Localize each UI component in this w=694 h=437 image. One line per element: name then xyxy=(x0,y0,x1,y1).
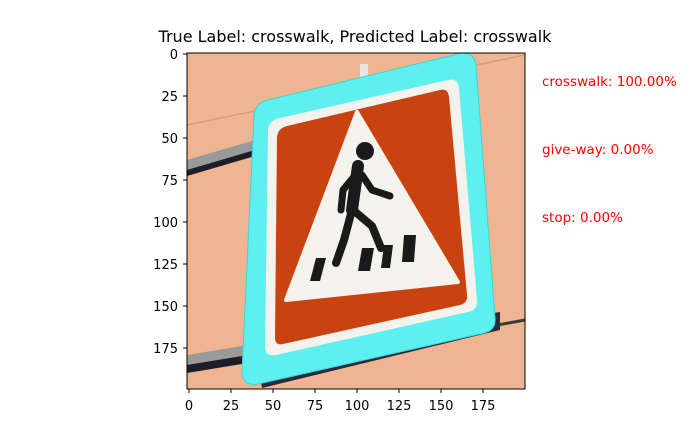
crosswalk-stripes xyxy=(310,235,416,281)
prediction-give-way: give-way: 0.00% xyxy=(542,142,654,158)
x-tick-3: 75 xyxy=(307,389,324,414)
y-tick-label: 25 xyxy=(161,90,178,105)
y-tick-3: 75 xyxy=(161,174,187,189)
x-tick-4: 100 xyxy=(345,389,370,414)
y-axis: 0 25 50 75 100 125 150 175 xyxy=(153,48,187,357)
y-tick-label: 0 xyxy=(170,48,178,63)
y-tick-label: 100 xyxy=(153,216,178,231)
y-tick-4: 100 xyxy=(153,216,187,231)
x-tick-label: 50 xyxy=(265,399,282,414)
y-tick-5: 125 xyxy=(153,258,187,273)
x-tick-label: 125 xyxy=(387,399,412,414)
y-tick-label: 75 xyxy=(161,174,178,189)
y-tick-0: 0 xyxy=(170,48,187,63)
pedestrian-figure xyxy=(332,142,394,267)
top-post xyxy=(360,64,368,78)
top-bracket-gray xyxy=(187,140,255,172)
x-axis: 0 25 50 75 100 125 150 175 xyxy=(185,389,496,414)
y-tick-label: 50 xyxy=(161,132,178,147)
x-tick-label: 0 xyxy=(185,399,193,414)
x-tick-2: 50 xyxy=(265,389,282,414)
y-tick-label: 125 xyxy=(153,258,178,273)
x-tick-0: 0 xyxy=(185,389,193,414)
y-tick-2: 50 xyxy=(161,132,187,147)
x-tick-label: 25 xyxy=(223,399,240,414)
x-tick-7: 175 xyxy=(471,389,496,414)
bottom-bracket-gray xyxy=(187,345,248,365)
x-tick-6: 150 xyxy=(429,389,454,414)
top-bracket-dark xyxy=(187,150,255,176)
prediction-stop: stop: 0.00% xyxy=(542,210,623,226)
x-tick-label: 175 xyxy=(471,399,496,414)
bottom-bracket-dark xyxy=(187,355,248,373)
x-tick-label: 100 xyxy=(345,399,370,414)
y-tick-label: 150 xyxy=(153,300,178,315)
y-tick-label: 175 xyxy=(153,342,178,357)
sign-triangle xyxy=(284,110,460,302)
y-tick-6: 150 xyxy=(153,300,187,315)
x-tick-1: 25 xyxy=(223,389,240,414)
x-tick-5: 125 xyxy=(387,389,412,414)
prediction-crosswalk: crosswalk: 100.00% xyxy=(542,74,677,90)
y-tick-1: 25 xyxy=(161,90,187,105)
crosswalk-sign-icon xyxy=(187,53,525,389)
plot-title: True Label: crosswalk, Predicted Label: … xyxy=(158,27,552,46)
axes-frame xyxy=(186,52,526,390)
x-tick-label: 75 xyxy=(307,399,324,414)
x-tick-label: 150 xyxy=(429,399,454,414)
y-tick-7: 175 xyxy=(153,342,187,357)
